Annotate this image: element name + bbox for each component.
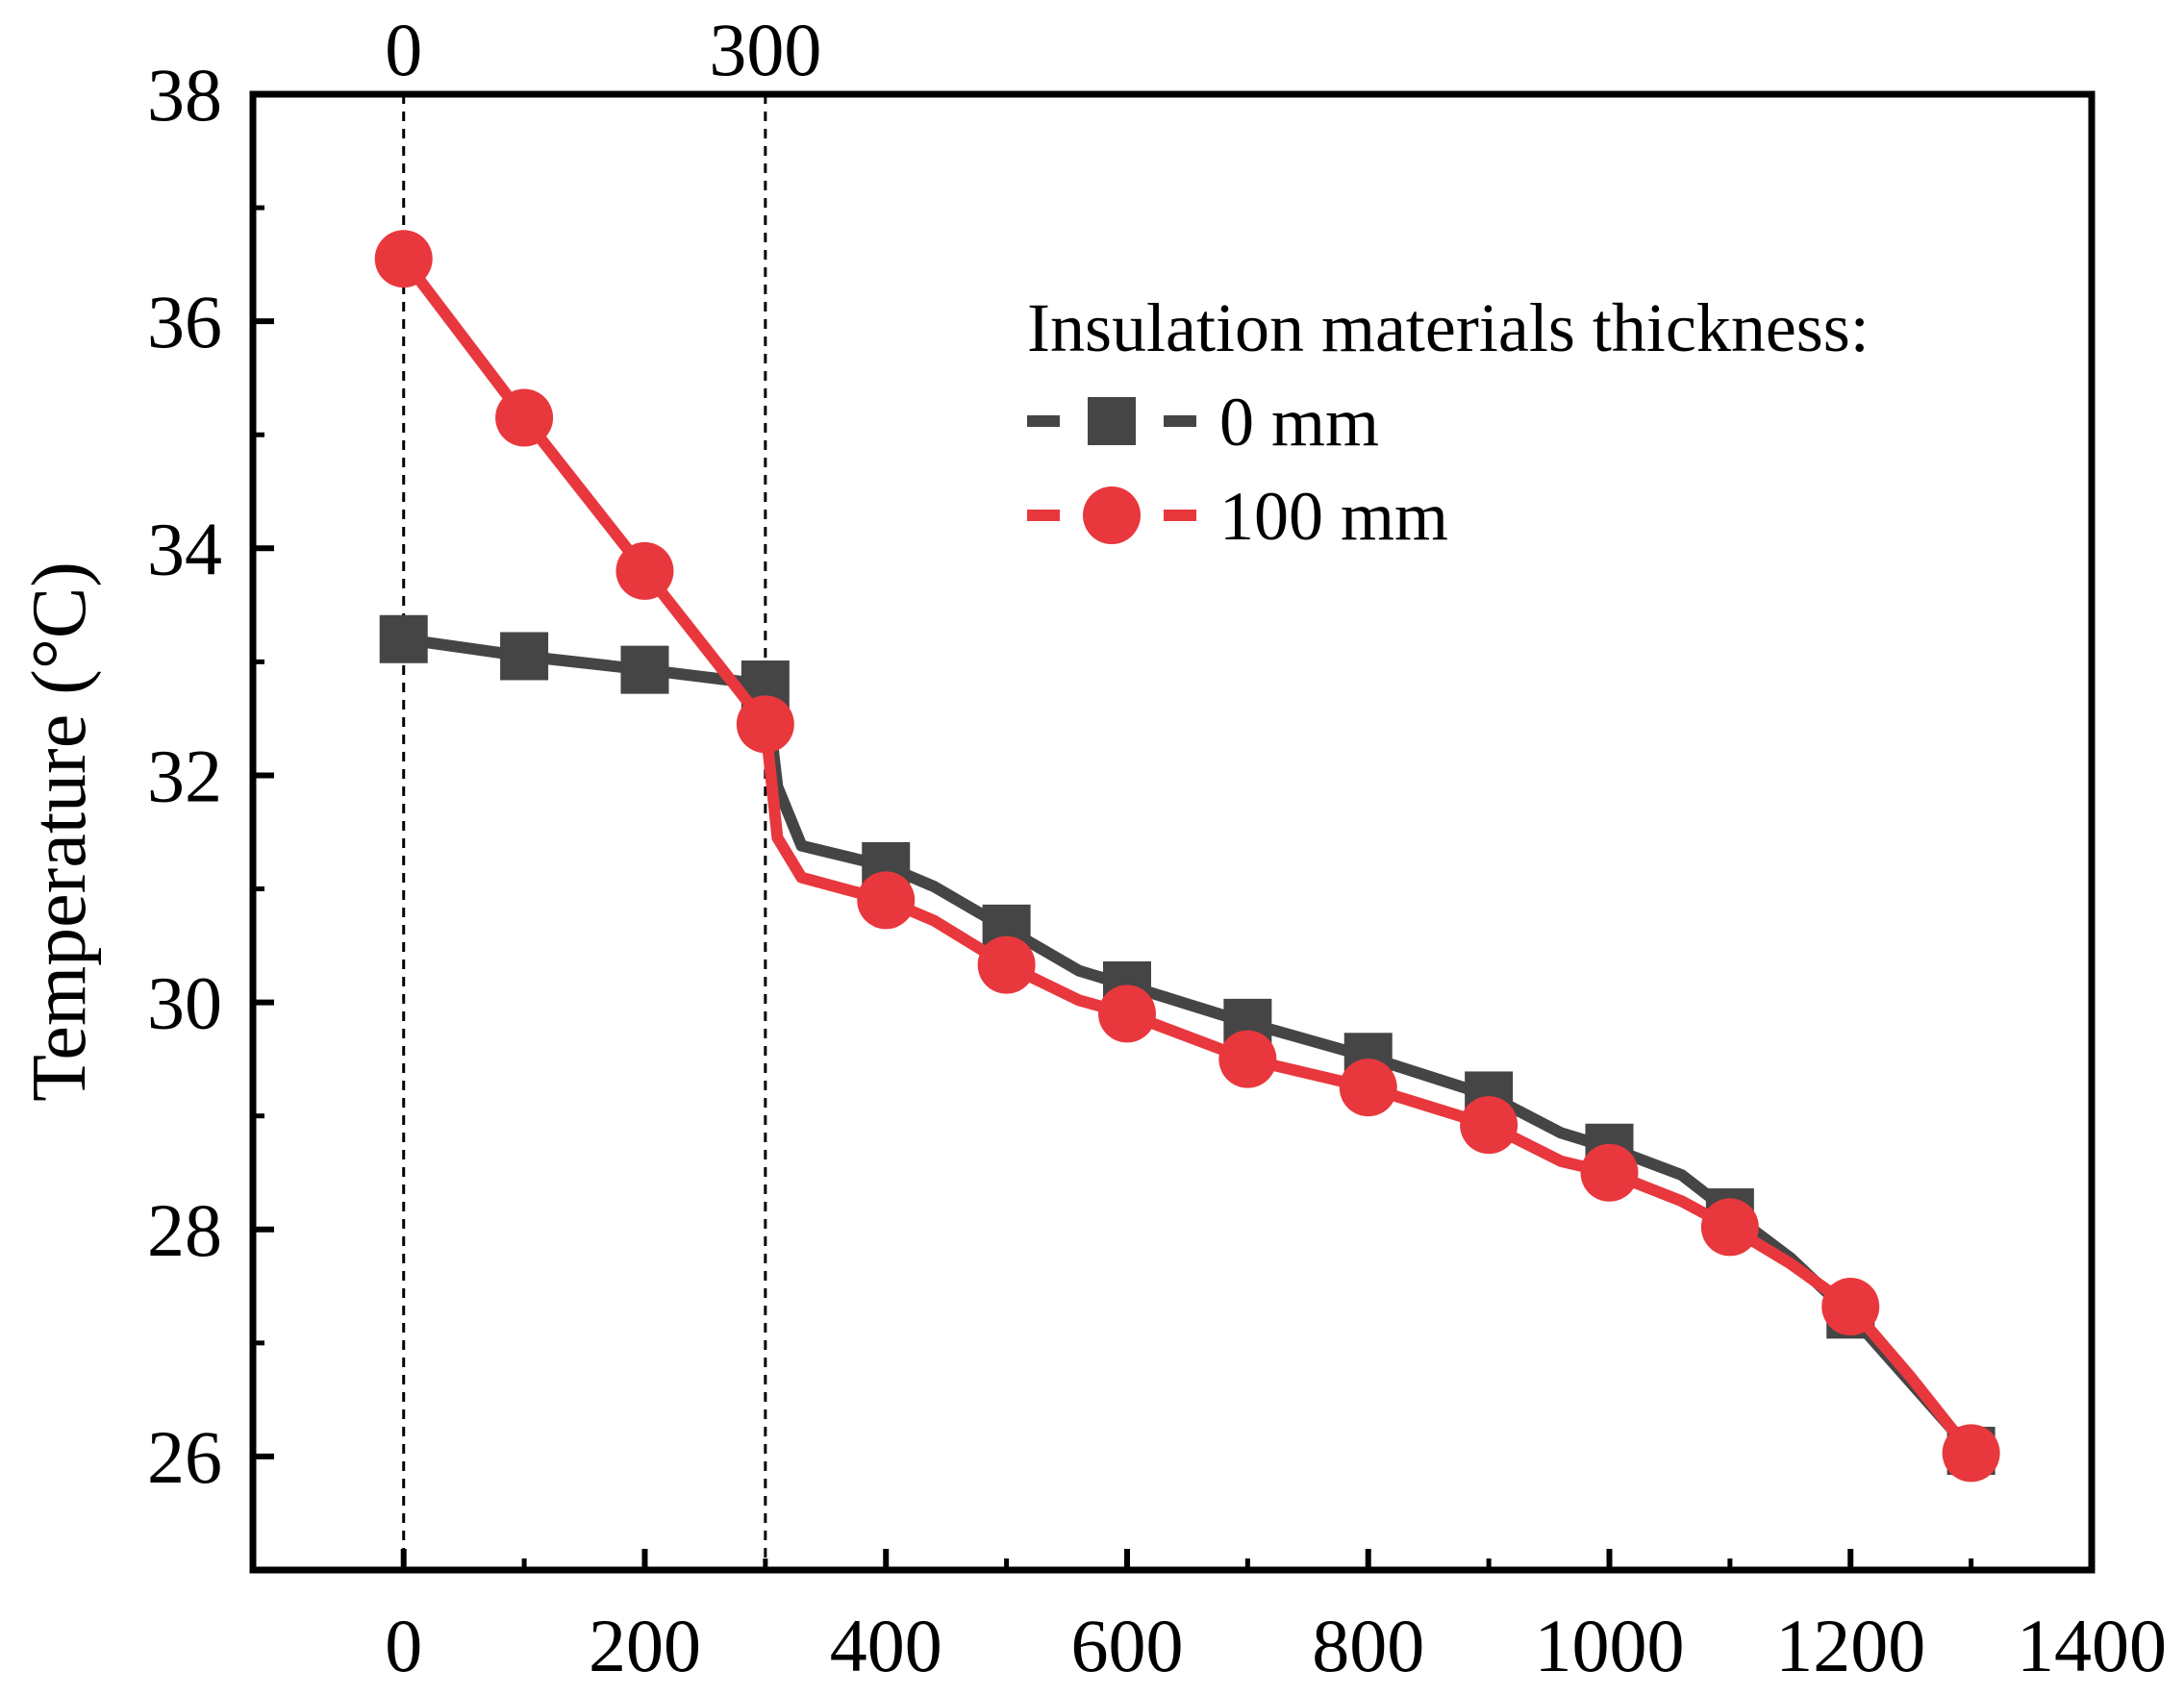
data-point (620, 645, 669, 694)
data-point (1097, 985, 1156, 1043)
data-point (977, 935, 1036, 994)
data-point (374, 230, 433, 288)
x-tick-label: 1400 (2017, 1604, 2167, 1687)
series-layer (374, 230, 2000, 1483)
data-point (1821, 1278, 1880, 1336)
data-point (379, 614, 428, 663)
top-annotation-label: 0 (385, 8, 422, 91)
x-tick-label: 600 (1070, 1604, 1183, 1687)
data-point (736, 695, 794, 754)
y-axis-title: Temperature (°C) (17, 561, 102, 1102)
x-tick-label: 800 (1312, 1604, 1424, 1687)
series-line (397, 633, 1977, 1457)
data-point (1700, 1198, 1759, 1257)
x-tick-label: 400 (830, 1604, 942, 1687)
data-point (1580, 1143, 1639, 1202)
y-tick-label: 38 (147, 53, 222, 137)
data-point (1218, 1030, 1277, 1088)
series-1 (374, 230, 2000, 1483)
legend: Insulation materials thickness: 0 mm 100 … (1027, 289, 1870, 555)
legend-entry-1: 100 mm (1027, 478, 1448, 555)
legend-title: Insulation materials thickness: (1027, 289, 1870, 366)
y-tick-label: 32 (147, 734, 222, 817)
y-tick-label: 30 (147, 961, 222, 1045)
x-tick-label: 1000 (1534, 1604, 1684, 1687)
legend-marker (1088, 397, 1136, 445)
ticks-layer: 0 200 400 600 800 1000 1200 1400 26 28 30 32 34 36 38 (147, 53, 2167, 1687)
data-point (1460, 1096, 1519, 1155)
y-tick-label: 28 (147, 1188, 222, 1272)
x-tick-label: 1200 (1775, 1604, 1925, 1687)
top-annotations: 0 300 (385, 8, 821, 91)
y-tick-label: 34 (147, 507, 222, 590)
data-point (495, 388, 554, 447)
legend-marker (1083, 486, 1141, 544)
reference-lines (402, 94, 767, 1570)
data-point (500, 632, 549, 681)
legend-label: 0 mm (1219, 384, 1379, 461)
legend-label: 100 mm (1219, 478, 1448, 555)
top-annotation-label: 300 (709, 8, 821, 91)
plot-frame (249, 90, 2096, 1574)
data-point (615, 541, 674, 600)
legend-entry-0: 0 mm (1027, 384, 1379, 461)
x-tick-label: 0 (385, 1604, 422, 1687)
data-point (1339, 1059, 1397, 1117)
y-tick-label: 36 (147, 280, 222, 363)
x-tick-label: 200 (589, 1604, 701, 1687)
series-line (397, 253, 1977, 1459)
y-tick-label: 26 (147, 1415, 222, 1499)
series-0 (379, 614, 1996, 1476)
data-point (1942, 1424, 2000, 1483)
data-point (857, 871, 916, 930)
